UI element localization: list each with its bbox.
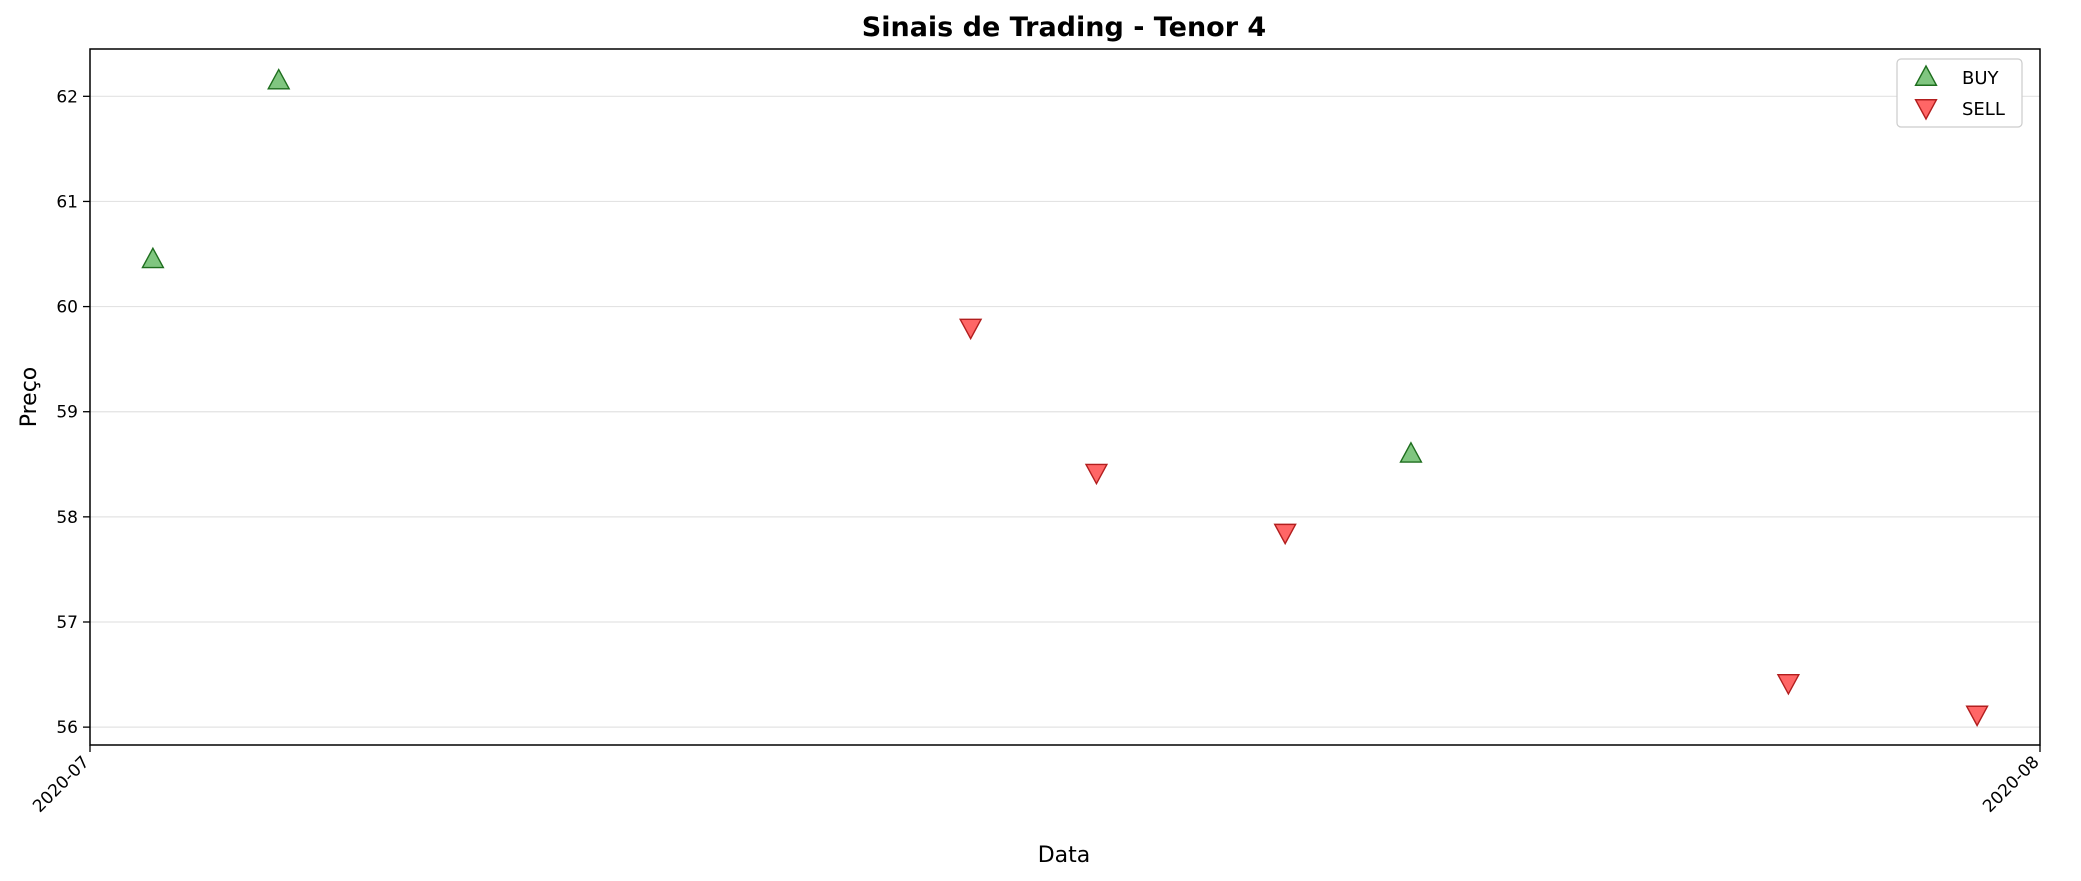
y-tick-label: 58: [56, 508, 78, 528]
buy-signal-marker: [1399, 441, 1423, 463]
legend-buy-icon: [1914, 64, 1938, 86]
y-axis-title: Preço: [17, 367, 42, 428]
legend-label-sell: SELL: [1962, 99, 2005, 120]
y-tick-label: 62: [56, 87, 78, 107]
sell-signal-marker: [959, 318, 983, 341]
legend: BUY SELL: [1896, 58, 2023, 128]
x-axis-title: Data: [1038, 843, 1091, 868]
sell-signal-marker: [1084, 463, 1109, 486]
legend-label-buy: BUY: [1962, 68, 2000, 89]
y-tick-label: 59: [56, 403, 78, 423]
buy-signal-marker: [141, 246, 165, 269]
y-gridlines: [90, 95, 2040, 728]
signal-markers: [141, 68, 1989, 727]
sell-signal-marker: [1776, 674, 1801, 696]
sell-signal-marker: [1273, 523, 1297, 546]
chart-title: Sinais de Trading - Tenor 4: [862, 12, 1266, 43]
buy-signal-marker: [267, 68, 291, 90]
y-tick-label: 57: [56, 613, 78, 633]
y-tick-label: 60: [56, 298, 78, 318]
y-axis-ticks: 56 57 58 59 60 61 62: [56, 87, 90, 738]
legend-sell-icon: [1914, 99, 1938, 121]
y-tick-label: 61: [56, 192, 78, 212]
plot-frame: [89, 48, 2041, 746]
sell-signal-marker: [1965, 705, 1989, 727]
y-tick-label: 56: [56, 718, 78, 738]
